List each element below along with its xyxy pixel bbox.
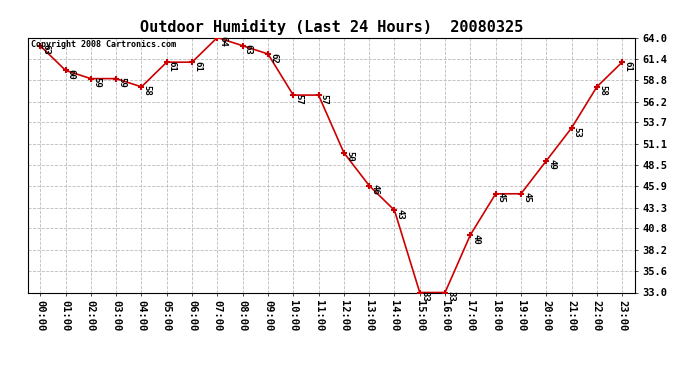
Text: 59: 59: [92, 77, 101, 88]
Text: 45: 45: [522, 192, 531, 203]
Text: 33: 33: [446, 291, 455, 302]
Text: 58: 58: [598, 86, 607, 96]
Text: 46: 46: [371, 184, 380, 195]
Text: 63: 63: [41, 44, 50, 55]
Text: 57: 57: [295, 94, 304, 105]
Text: 40: 40: [471, 234, 480, 244]
Text: 60: 60: [67, 69, 76, 80]
Text: 62: 62: [269, 53, 278, 63]
Text: 59: 59: [117, 77, 126, 88]
Text: 33: 33: [421, 291, 430, 302]
Text: 53: 53: [573, 127, 582, 137]
Text: 57: 57: [319, 94, 328, 105]
Text: 61: 61: [168, 61, 177, 72]
Title: Outdoor Humidity (Last 24 Hours)  20080325: Outdoor Humidity (Last 24 Hours) 2008032…: [139, 19, 523, 35]
Text: Copyright 2008 Cartronics.com: Copyright 2008 Cartronics.com: [30, 40, 176, 49]
Text: 50: 50: [345, 151, 354, 162]
Text: 49: 49: [547, 159, 556, 170]
Text: 58: 58: [143, 86, 152, 96]
Text: 61: 61: [623, 61, 632, 72]
Text: 61: 61: [193, 61, 202, 72]
Text: 63: 63: [244, 44, 253, 55]
Text: 45: 45: [497, 192, 506, 203]
Text: 64: 64: [219, 36, 228, 47]
Text: 43: 43: [395, 209, 404, 220]
